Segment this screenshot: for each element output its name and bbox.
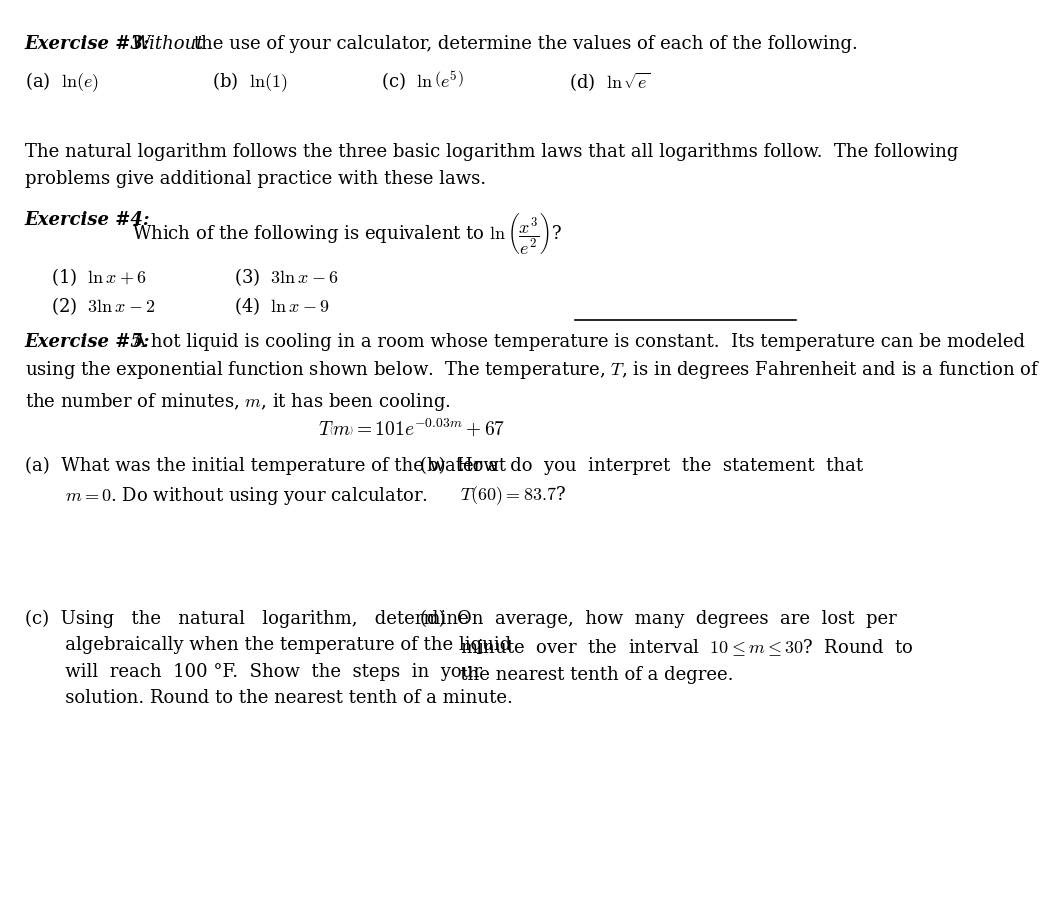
Text: (b)  How  do  you  interpret  the  statement  that
       $T(60)=83.7$?: (b) How do you interpret the statement t… <box>420 457 863 508</box>
Text: A hot liquid is cooling in a room whose temperature is constant.  Its temperatur: A hot liquid is cooling in a room whose … <box>132 333 1025 352</box>
Text: using the exponential function shown below.  The temperature, $T$, is in degrees: using the exponential function shown bel… <box>24 359 1040 413</box>
Text: (a)  $\ln(e)$: (a) $\ln(e)$ <box>24 70 98 94</box>
Text: (c)  $\ln\left(e^5\right)$: (c) $\ln\left(e^5\right)$ <box>381 70 464 93</box>
Text: (1)  $\ln x+6$: (1) $\ln x+6$ <box>51 266 147 288</box>
Text: (b)  $\ln(1)$: (b) $\ln(1)$ <box>211 70 287 94</box>
Text: (d)  $\ln\sqrt{e}$: (d) $\ln\sqrt{e}$ <box>569 70 650 93</box>
Text: (3)  $3\ln x-6$: (3) $3\ln x-6$ <box>233 266 338 288</box>
Text: $T\left(m\right)=101e^{-0.03m}+67$: $T\left(m\right)=101e^{-0.03m}+67$ <box>318 417 506 439</box>
Text: (a)  What was the initial temperature of the water at
       $m=0$. Do without u: (a) What was the initial temperature of … <box>24 457 506 507</box>
Text: (c)  Using   the   natural   logarithm,   determine
       algebraically when th: (c) Using the natural logarithm, determi… <box>24 610 512 707</box>
Text: the use of your calculator, determine the values of each of the following.: the use of your calculator, determine th… <box>188 35 859 54</box>
Text: (d)  On  average,  how  many  degrees  are  lost  per
       minute  over  the  : (d) On average, how many degrees are los… <box>420 610 913 684</box>
Text: The natural logarithm follows the three basic logarithm laws that all logarithms: The natural logarithm follows the three … <box>24 143 958 187</box>
Text: Exercise #5:: Exercise #5: <box>24 333 162 352</box>
Text: Exercise #3:: Exercise #3: <box>24 35 162 54</box>
Text: Which of the following is equivalent to $\ln\left(\dfrac{x^3}{e^2}\right)$?: Which of the following is equivalent to … <box>132 210 562 256</box>
Text: (2)  $3\ln x-2$: (2) $3\ln x-2$ <box>51 295 156 317</box>
Text: Without: Without <box>132 35 204 54</box>
Text: Exercise #4:: Exercise #4: <box>24 210 162 229</box>
Text: (4)  $\ln x-9$: (4) $\ln x-9$ <box>233 295 330 317</box>
